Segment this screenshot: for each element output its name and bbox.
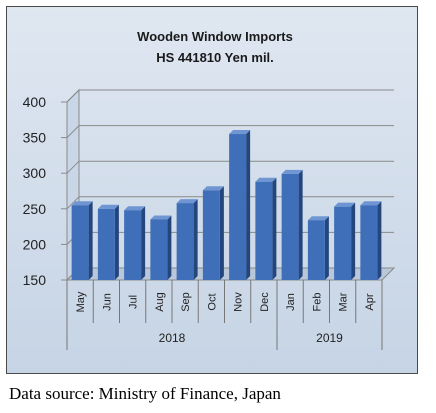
bar-top <box>176 199 198 204</box>
y-tick-label: 400 <box>23 94 47 110</box>
bar-top <box>229 130 251 135</box>
x-tick-label: Jul <box>128 295 140 309</box>
chart-title: Wooden Window Imports <box>137 29 293 44</box>
bar-top <box>71 201 93 206</box>
bar-top <box>334 202 356 207</box>
x-tick-label: Sep <box>180 292 192 312</box>
x-tick-label: Nov <box>233 292 245 312</box>
bar <box>124 210 142 280</box>
bar <box>255 181 273 280</box>
x-tick-label: Aug <box>154 292 166 312</box>
year-group-label: 2018 <box>159 331 186 345</box>
bar-top <box>360 201 382 206</box>
bar-side <box>298 169 303 280</box>
y-tick-label: 250 <box>23 201 47 217</box>
gridline-diagonal <box>66 125 80 138</box>
bar-side <box>324 216 329 280</box>
y-tick-label: 150 <box>23 272 47 288</box>
bar <box>334 206 352 280</box>
bar-top <box>124 206 146 211</box>
x-tick-label: Dec <box>259 292 271 312</box>
bar <box>360 205 378 280</box>
bar-top <box>150 215 172 220</box>
gridline-diagonal <box>66 89 80 103</box>
year-group-label: 2019 <box>316 331 343 345</box>
bar <box>307 220 325 280</box>
gridline-diagonal <box>66 160 80 174</box>
gridline-diagonal <box>66 196 80 210</box>
bar-side <box>351 202 356 280</box>
bar <box>176 203 194 280</box>
y-tick-label: 350 <box>23 130 47 146</box>
bar-side <box>272 177 277 280</box>
x-tick-label: Oct <box>206 293 218 310</box>
bar-top <box>255 177 277 182</box>
bar-side <box>246 130 251 280</box>
bar-side <box>88 201 93 280</box>
x-tick-label: May <box>75 291 87 312</box>
bar-side <box>141 206 146 280</box>
bar <box>202 190 220 280</box>
x-tick-label: Apr <box>364 293 376 310</box>
bar-side <box>193 199 198 280</box>
data-source-note: Data source: Ministry of Finance, Japan <box>9 384 281 403</box>
chart-subtitle: HS 441810 Yen mil. <box>156 50 274 65</box>
bar-top <box>307 216 329 221</box>
bar <box>97 208 115 280</box>
bar-top <box>202 186 224 191</box>
bar <box>71 205 89 280</box>
bar-top <box>281 169 303 174</box>
y-tick-label: 300 <box>23 165 47 181</box>
x-tick-label: Jan <box>285 293 297 311</box>
bar <box>150 219 168 280</box>
x-tick-label: Mar <box>338 292 350 311</box>
bar-side <box>219 186 224 280</box>
y-tick-label: 200 <box>23 236 47 252</box>
bar-top <box>97 204 119 209</box>
bar <box>281 173 299 280</box>
bar-side <box>377 201 382 280</box>
x-tick-label: Feb <box>311 293 323 312</box>
bar-side <box>114 204 119 280</box>
bar <box>229 134 247 280</box>
bar-side <box>167 215 172 280</box>
x-tick-label: Jun <box>101 293 113 311</box>
